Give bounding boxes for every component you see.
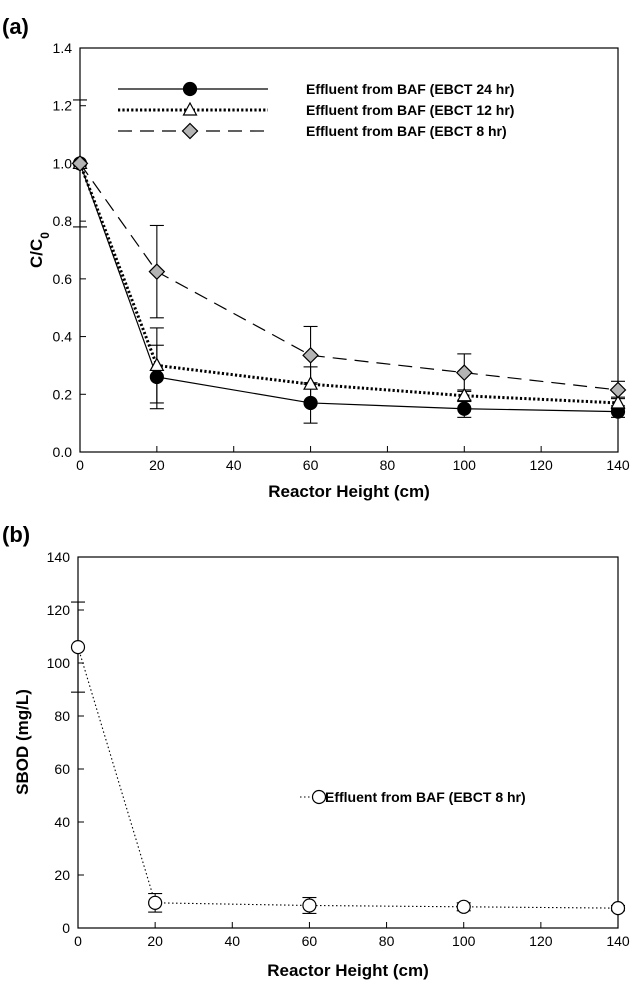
y-tick-label-a: 0.6 [53, 271, 73, 287]
data-point-a-s1 [149, 357, 165, 372]
error-bars-b [71, 601, 625, 914]
x-tick-label-a: 140 [606, 457, 630, 473]
data-point-b-s0 [610, 901, 626, 916]
y-tick-label-a: 0.4 [53, 329, 73, 345]
legend-marker-a-s0 [182, 81, 198, 97]
markers-a [71, 155, 627, 419]
data-point-a-s1 [303, 375, 319, 390]
y-tick-label-a: 0.8 [53, 213, 73, 229]
legend-label-a-s0: Effluent from BAF (EBCT 24 hr) [306, 81, 514, 97]
y-tick-label-a: 0.2 [53, 386, 73, 402]
series-line-b-s0 [77, 646, 619, 909]
legend-label-a-s2: Effluent from BAF (EBCT 8 hr) [306, 123, 507, 139]
plot-frame-a [79, 47, 619, 453]
y-tick-label-a: 1.2 [53, 98, 73, 114]
ticks-b: 0 20 40 60 80 100 120 140 0 20 40 60 80 100 120 140 [47, 549, 630, 949]
chart-a: (a) 0 20 40 60 80 100 120 140 0.0 0.2 0.4 0.6 0.8 1.0… [2, 14, 630, 501]
x-tick-label-a: 0 [76, 457, 84, 473]
x-tick-label-b: 80 [379, 933, 395, 949]
legend-marker-a-s2 [181, 122, 199, 140]
y-axis-title-main-a: C/C [27, 239, 46, 268]
legend-marker-a-s1 [182, 101, 198, 116]
x-tick-label-a: 100 [453, 457, 477, 473]
plot-frame-b [77, 556, 619, 929]
data-point-b-s0 [70, 639, 86, 655]
y-axis-title-b: SBOD (mg/L) [13, 689, 32, 795]
y-tick-label-b: 80 [54, 708, 70, 724]
data-point-a-s1 [610, 394, 626, 409]
series-lines-b [77, 646, 619, 909]
y-tick-label-a: 1.0 [53, 155, 73, 171]
data-point-a-s0 [303, 395, 318, 411]
x-tick-label-b: 40 [224, 933, 240, 949]
x-tick-label-a: 80 [380, 457, 396, 473]
data-point-b-s0 [148, 895, 163, 910]
x-tick-label-a: 40 [226, 457, 242, 473]
panel-label-b: (b) [2, 522, 30, 547]
y-tick-label-b: 120 [47, 602, 71, 618]
data-point-a-s0 [457, 401, 472, 416]
y-tick-label-b: 0 [62, 920, 70, 936]
legend-label-b-s0: Effluent from BAF (EBCT 8 hr) [325, 789, 526, 805]
data-point-b-s0 [302, 898, 317, 913]
legend-a: Effluent from BAF (EBCT 24 hr) Effluent f… [118, 81, 514, 140]
legend-b: Effluent from BAF (EBCT 8 hr) [300, 789, 526, 805]
legend-label-a-s1: Effluent from BAF (EBCT 12 hr) [306, 102, 514, 118]
ticks-a: 0 20 40 60 80 100 120 140 0.0 0.2 0.4 0.6 0.8 1.0 1.2 1… [53, 40, 630, 473]
x-tick-label-b: 60 [302, 933, 318, 949]
series-line-a-s2 [79, 163, 619, 391]
chart-b: (b) 0 20 40 60 80 100 120 140 0 20 40 60 80 100 120 140… [2, 522, 630, 980]
x-axis-title-b: Reactor Height (cm) [267, 961, 429, 980]
x-tick-label-a: 120 [529, 457, 553, 473]
data-point-a-s2 [71, 155, 89, 172]
y-tick-label-b: 20 [54, 867, 70, 883]
x-tick-label-b: 100 [452, 933, 476, 949]
y-tick-label-b: 60 [54, 761, 70, 777]
data-point-a-s2 [609, 381, 627, 399]
data-point-a-s0 [149, 369, 164, 385]
data-point-a-s2 [302, 346, 319, 364]
y-tick-label-b: 140 [47, 549, 71, 565]
y-tick-label-b: 100 [47, 655, 71, 671]
panel-label-a: (a) [2, 14, 29, 39]
data-point-a-s2 [455, 364, 473, 381]
markers-b [70, 639, 626, 916]
data-point-b-s0 [456, 899, 471, 914]
legend-marker-b-s0 [311, 789, 327, 805]
x-tick-label-a: 20 [149, 457, 165, 473]
x-axis-title-a: Reactor Height (cm) [268, 482, 430, 501]
y-tick-label-b: 40 [54, 814, 70, 830]
x-tick-label-b: 140 [606, 933, 630, 949]
data-point-a-s2 [148, 263, 166, 280]
y-tick-label-a: 0.0 [53, 444, 73, 460]
x-tick-label-b: 20 [147, 933, 163, 949]
x-tick-label-b: 120 [529, 933, 553, 949]
y-axis-title-sub-a: 0 [38, 232, 52, 239]
data-point-a-s1 [456, 387, 472, 402]
y-tick-label-a: 1.4 [53, 40, 73, 56]
x-tick-label-a: 60 [303, 457, 319, 473]
x-tick-label-b: 0 [74, 933, 82, 949]
y-axis-title-a: C/C0 [27, 232, 52, 268]
